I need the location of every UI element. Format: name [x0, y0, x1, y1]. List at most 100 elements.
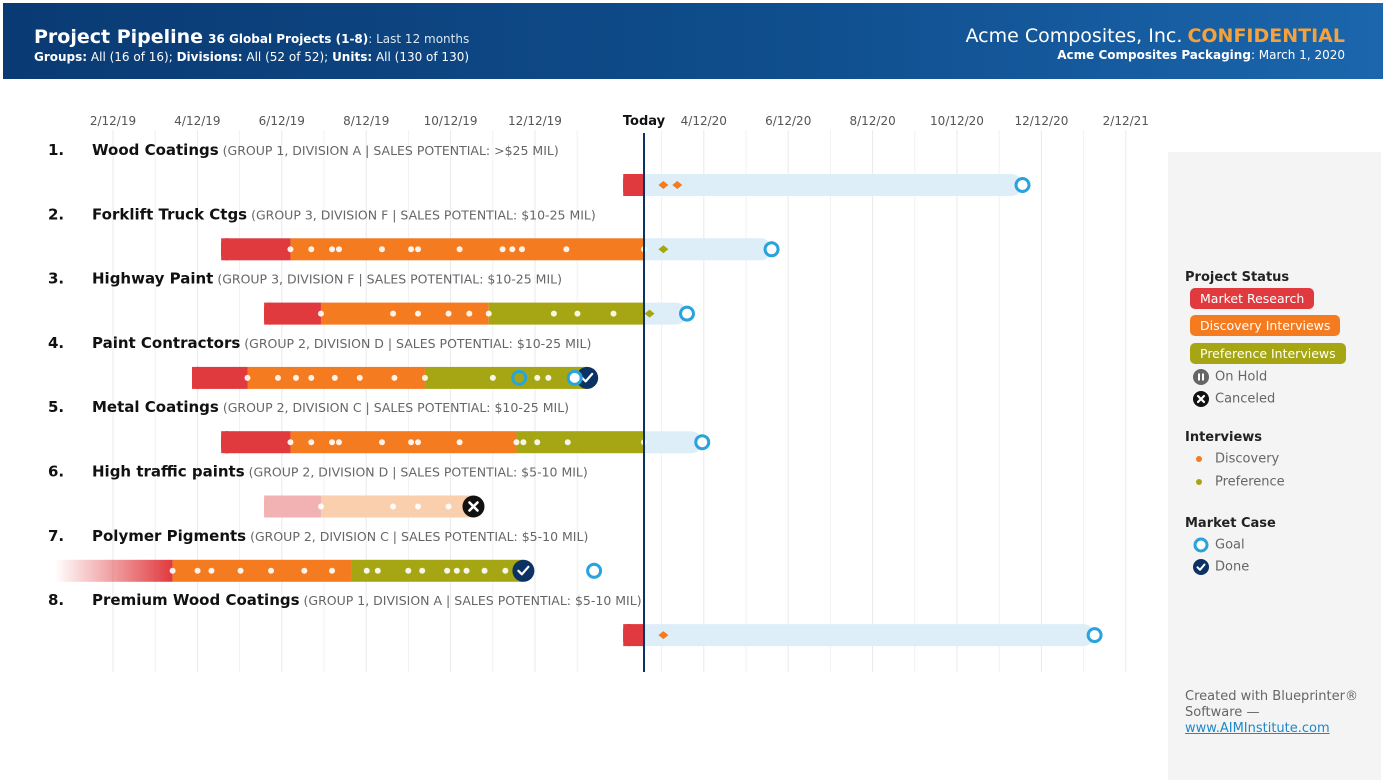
- row-index: 8.: [48, 591, 64, 609]
- phase-segment-market_research: [192, 366, 248, 389]
- bar-start-cap: [623, 624, 636, 647]
- project-meta: (GROUP 1, DIVISION A | SALES POTENTIAL: …: [300, 593, 642, 608]
- interview-dot: [463, 567, 470, 574]
- interview-dot: [610, 310, 617, 317]
- phase-segment-discovery: [320, 495, 474, 518]
- interview-dot: [335, 439, 342, 446]
- groups-value: All (16 of 16);: [87, 50, 173, 64]
- interview-dot: [244, 374, 251, 381]
- project-name: Forklift Truck Ctgs: [92, 205, 247, 223]
- phase-segment-discovery: [290, 238, 645, 261]
- interview-dot: [456, 246, 463, 253]
- project-name: Wood Coatings: [92, 141, 219, 159]
- interview-dot: [466, 310, 473, 317]
- row-index: 2.: [48, 205, 64, 223]
- interview-dot: [481, 567, 488, 574]
- interview-dot: [378, 246, 385, 253]
- interview-dot: [453, 567, 460, 574]
- legend-discovery-dot: Discovery: [1193, 451, 1279, 467]
- period-label: : Last 12 months: [368, 32, 470, 46]
- row-title: Highway Paint (GROUP 3, DIVISION F | SAL…: [92, 270, 562, 288]
- interview-dot: [445, 310, 452, 317]
- today-tick-label: Today: [623, 114, 666, 129]
- row-title: Polymer Pigments (GROUP 2, DIVISION C | …: [92, 527, 588, 545]
- row-index: 6.: [48, 463, 64, 481]
- legend-panel: [1168, 152, 1381, 780]
- interview-dot: [391, 374, 398, 381]
- interview-dot: [485, 310, 492, 317]
- interview-dot: [415, 503, 422, 510]
- interview-dot: [317, 503, 324, 510]
- interview-dot: [574, 310, 581, 317]
- project-meta: (GROUP 2, DIVISION D | SALES POTENTIAL: …: [245, 465, 588, 480]
- legend-preference-interviews: Preference Interviews: [1190, 343, 1346, 364]
- bar-start-cap: [623, 174, 636, 196]
- company-name: Acme Composites, Inc.: [965, 25, 1183, 47]
- phase-segment-preference: [516, 431, 645, 454]
- x-tick-label: 2/12/19: [90, 114, 136, 128]
- interview-dot: [419, 567, 426, 574]
- project-row: 6. High traffic paints (GROUP 2, DIVISION…: [48, 463, 588, 518]
- page-title: Project Pipeline: [34, 26, 204, 48]
- done-check: [517, 565, 530, 576]
- interview-dot: [301, 567, 308, 574]
- interview-dot: [456, 439, 463, 446]
- interview-dot: [444, 567, 451, 574]
- phase-segment-market_research: [264, 495, 321, 518]
- interview-dot: [293, 374, 300, 381]
- divisions-value: All (52 of 52);: [242, 50, 329, 64]
- interview-dot: [513, 439, 520, 446]
- legend-preference-label: Preference: [1215, 474, 1285, 490]
- x-tick-label: 8/12/19: [343, 114, 389, 128]
- project-meta: (GROUP 2, DIVISION C | SALES POTENTIAL: …: [219, 400, 569, 415]
- interview-dot: [534, 374, 541, 381]
- bar-start-cap: [192, 366, 205, 389]
- interview-dot: [317, 310, 324, 317]
- planned-interview-diamond: [658, 245, 669, 254]
- x-tick-label: 8/12/20: [849, 114, 895, 128]
- units-label: Units:: [332, 50, 373, 64]
- row-index: 1.: [48, 141, 64, 159]
- phase-segment-discovery: [290, 431, 517, 454]
- legend-done: Done: [1193, 559, 1249, 575]
- goal-marker: [678, 305, 695, 322]
- unit-name: Acme Composites Packaging: [1057, 48, 1251, 62]
- interview-dot: [545, 374, 552, 381]
- goal-marker: [1086, 627, 1103, 644]
- done-marker: [512, 559, 535, 582]
- phase-segment-preference: [424, 366, 588, 389]
- phase-segment-market_research: [221, 238, 291, 261]
- row-index: 5.: [48, 398, 64, 416]
- project-row: 2. Forklift Truck Ctgs (GROUP 3, DIVISION…: [48, 205, 780, 261]
- interview-dot: [534, 439, 541, 446]
- planned-interview-diamond: [644, 309, 655, 318]
- legend-goal-label: Goal: [1215, 537, 1245, 553]
- row-index: 7.: [48, 527, 64, 545]
- pause-icon: [1193, 369, 1209, 385]
- interview-dot: [502, 567, 509, 574]
- interview-dot: [519, 246, 526, 253]
- interview-dot: [274, 374, 281, 381]
- interview-dot: [520, 439, 527, 446]
- interview-dot: [363, 567, 370, 574]
- preference-dot-icon: [1196, 479, 1202, 485]
- goal-marker: [1014, 177, 1031, 193]
- interview-dot: [564, 439, 571, 446]
- future-bar: [623, 624, 1095, 647]
- footer-link[interactable]: www.AIMInstitute.com: [1185, 721, 1330, 736]
- project-name: High traffic paints: [92, 463, 245, 481]
- interview-dot: [329, 246, 336, 253]
- goal-circle-icon: [1193, 537, 1209, 553]
- legend-canceled-label: Canceled: [1215, 391, 1276, 407]
- project-row: 7. Polymer Pigments (GROUP 2, DIVISION C …: [48, 527, 603, 582]
- project-name: Highway Paint: [92, 270, 213, 288]
- interview-dot: [390, 503, 397, 510]
- interview-dot: [169, 567, 176, 574]
- x-tick-label: 12/12/20: [1014, 114, 1068, 128]
- project-name: Paint Contractors: [92, 334, 240, 352]
- interview-dot: [356, 374, 363, 381]
- interview-dot: [408, 439, 415, 446]
- row-title: Paint Contractors (GROUP 2, DIVISION D |…: [92, 334, 591, 352]
- interview-dot: [308, 246, 315, 253]
- legend-preference-dot: Preference: [1193, 474, 1285, 490]
